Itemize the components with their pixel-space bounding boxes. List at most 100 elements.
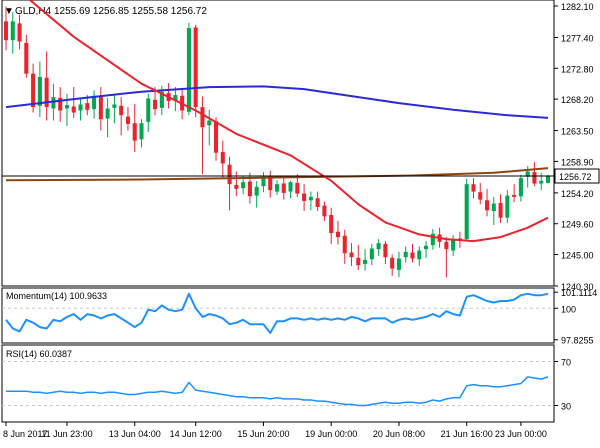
momentum-y-tick-label: 100 xyxy=(561,304,576,314)
momentum-panel: Momentum(14) 100.9633 101.1114 100 97.8255 xyxy=(1,287,597,346)
candle-body xyxy=(471,184,476,192)
x-tick-label: 15 Jun 20:00 xyxy=(237,429,289,439)
momentum-panel-frame xyxy=(1,287,555,344)
candle-body xyxy=(424,245,429,250)
candle-body xyxy=(193,27,198,108)
candle-body xyxy=(390,257,395,269)
candle-body xyxy=(335,231,341,238)
candle-body xyxy=(112,104,117,108)
candle-body xyxy=(383,243,388,258)
y-tick-label: 1277.40 xyxy=(561,33,594,43)
candle-body xyxy=(288,182,293,192)
x-tick-label: 23 Jun 00:00 xyxy=(495,429,547,439)
price-panel-frame xyxy=(1,0,555,287)
candle-body xyxy=(119,105,124,116)
candle-body xyxy=(403,251,408,258)
candle-body xyxy=(58,97,63,111)
candle-body xyxy=(396,258,401,270)
candle-body xyxy=(274,184,280,192)
candle-body xyxy=(532,172,537,184)
candle-body xyxy=(525,171,530,177)
candle-body xyxy=(51,97,56,109)
triangle-down-icon[interactable]: ▼ xyxy=(4,6,14,17)
y-tick-label: 1254.20 xyxy=(561,189,594,199)
x-tick-label: 21 Jun 16:00 xyxy=(441,429,493,439)
candle-body xyxy=(132,123,137,141)
candle-body xyxy=(24,42,29,74)
candle-body xyxy=(31,73,36,108)
candle-body xyxy=(247,181,252,197)
candle-body xyxy=(71,106,76,113)
rsi-title: RSI(14) 60.0387 xyxy=(6,349,72,359)
candle-body xyxy=(545,176,551,183)
price-panel: 1282.10 1277.40 1272.80 1268.20 1263.50 1258.… xyxy=(1,0,600,292)
momentum-y-tick-label: 97.8255 xyxy=(561,336,594,346)
candle-body xyxy=(173,95,178,101)
candle-body xyxy=(356,257,361,266)
candle-body xyxy=(281,183,286,193)
sma-mid-line xyxy=(5,85,549,119)
candle-body xyxy=(512,194,517,197)
y-tick-label: 1249.60 xyxy=(561,220,594,230)
candle-body xyxy=(105,108,110,119)
momentum-y-tick-label: 101.1114 xyxy=(561,288,597,298)
candle-body xyxy=(261,176,266,187)
candle-body xyxy=(268,176,273,191)
y-tick-label: 1245.00 xyxy=(561,251,594,261)
candle-body xyxy=(349,252,354,258)
candle-body xyxy=(153,99,158,110)
candle-body xyxy=(363,259,368,264)
candle-body xyxy=(417,250,422,260)
candle-body xyxy=(10,21,15,41)
candle-body xyxy=(159,91,164,108)
candle-body xyxy=(37,77,42,106)
candle-body xyxy=(484,200,490,211)
candle-body xyxy=(491,203,496,211)
rsi-panel: RSI(14) 60.0387 70 30 xyxy=(1,344,571,423)
candle-body xyxy=(125,116,130,124)
y-tick-label: 1268.20 xyxy=(561,95,594,105)
candle-body xyxy=(241,182,246,189)
candle-body xyxy=(444,241,449,250)
candle-body xyxy=(322,205,327,217)
rsi-y-tick-label: 70 xyxy=(561,358,571,368)
candle-body xyxy=(451,239,456,251)
candle-body xyxy=(139,123,144,140)
x-tick-label: 11 Jun 23:00 xyxy=(41,429,92,439)
candle-body xyxy=(213,121,219,153)
y-tick-label: 1272.80 xyxy=(561,64,594,74)
candle-body xyxy=(3,21,9,41)
candle-body xyxy=(498,202,503,218)
candle-body xyxy=(186,28,191,112)
candle-body xyxy=(539,180,544,184)
candle-body xyxy=(234,184,239,189)
candle-body xyxy=(44,77,49,108)
momentum-line xyxy=(5,292,549,334)
candle-body xyxy=(64,105,70,109)
ohlc-readout: 1255.69 1256.85 1255.58 1256.72 xyxy=(54,6,207,17)
candle-body xyxy=(17,23,22,42)
rsi-y-tick-label: 30 xyxy=(561,402,571,412)
candle-body xyxy=(430,233,435,246)
candle-body xyxy=(254,186,259,196)
y-tick-label: 1263.50 xyxy=(561,127,594,137)
sma-fast-line xyxy=(28,0,549,243)
candle-body xyxy=(92,95,97,110)
rsi-line xyxy=(6,376,549,407)
candle-body xyxy=(518,178,523,197)
candle-body xyxy=(342,235,347,254)
candle-body xyxy=(302,193,307,201)
candle-body xyxy=(227,164,232,185)
x-tick-label: 19 Jun 00:00 xyxy=(305,429,357,439)
candle-body xyxy=(329,214,334,234)
candle-body xyxy=(98,96,103,120)
candle-body xyxy=(505,195,510,218)
x-tick-label: 13 Jun 04:00 xyxy=(109,429,161,439)
x-tick-label: 8 Jun 2017 xyxy=(3,429,48,439)
candle-body xyxy=(85,103,90,110)
x-tick-label: 14 Jun 12:00 xyxy=(170,429,222,439)
candle-body xyxy=(295,182,300,194)
candle-body xyxy=(478,192,483,200)
